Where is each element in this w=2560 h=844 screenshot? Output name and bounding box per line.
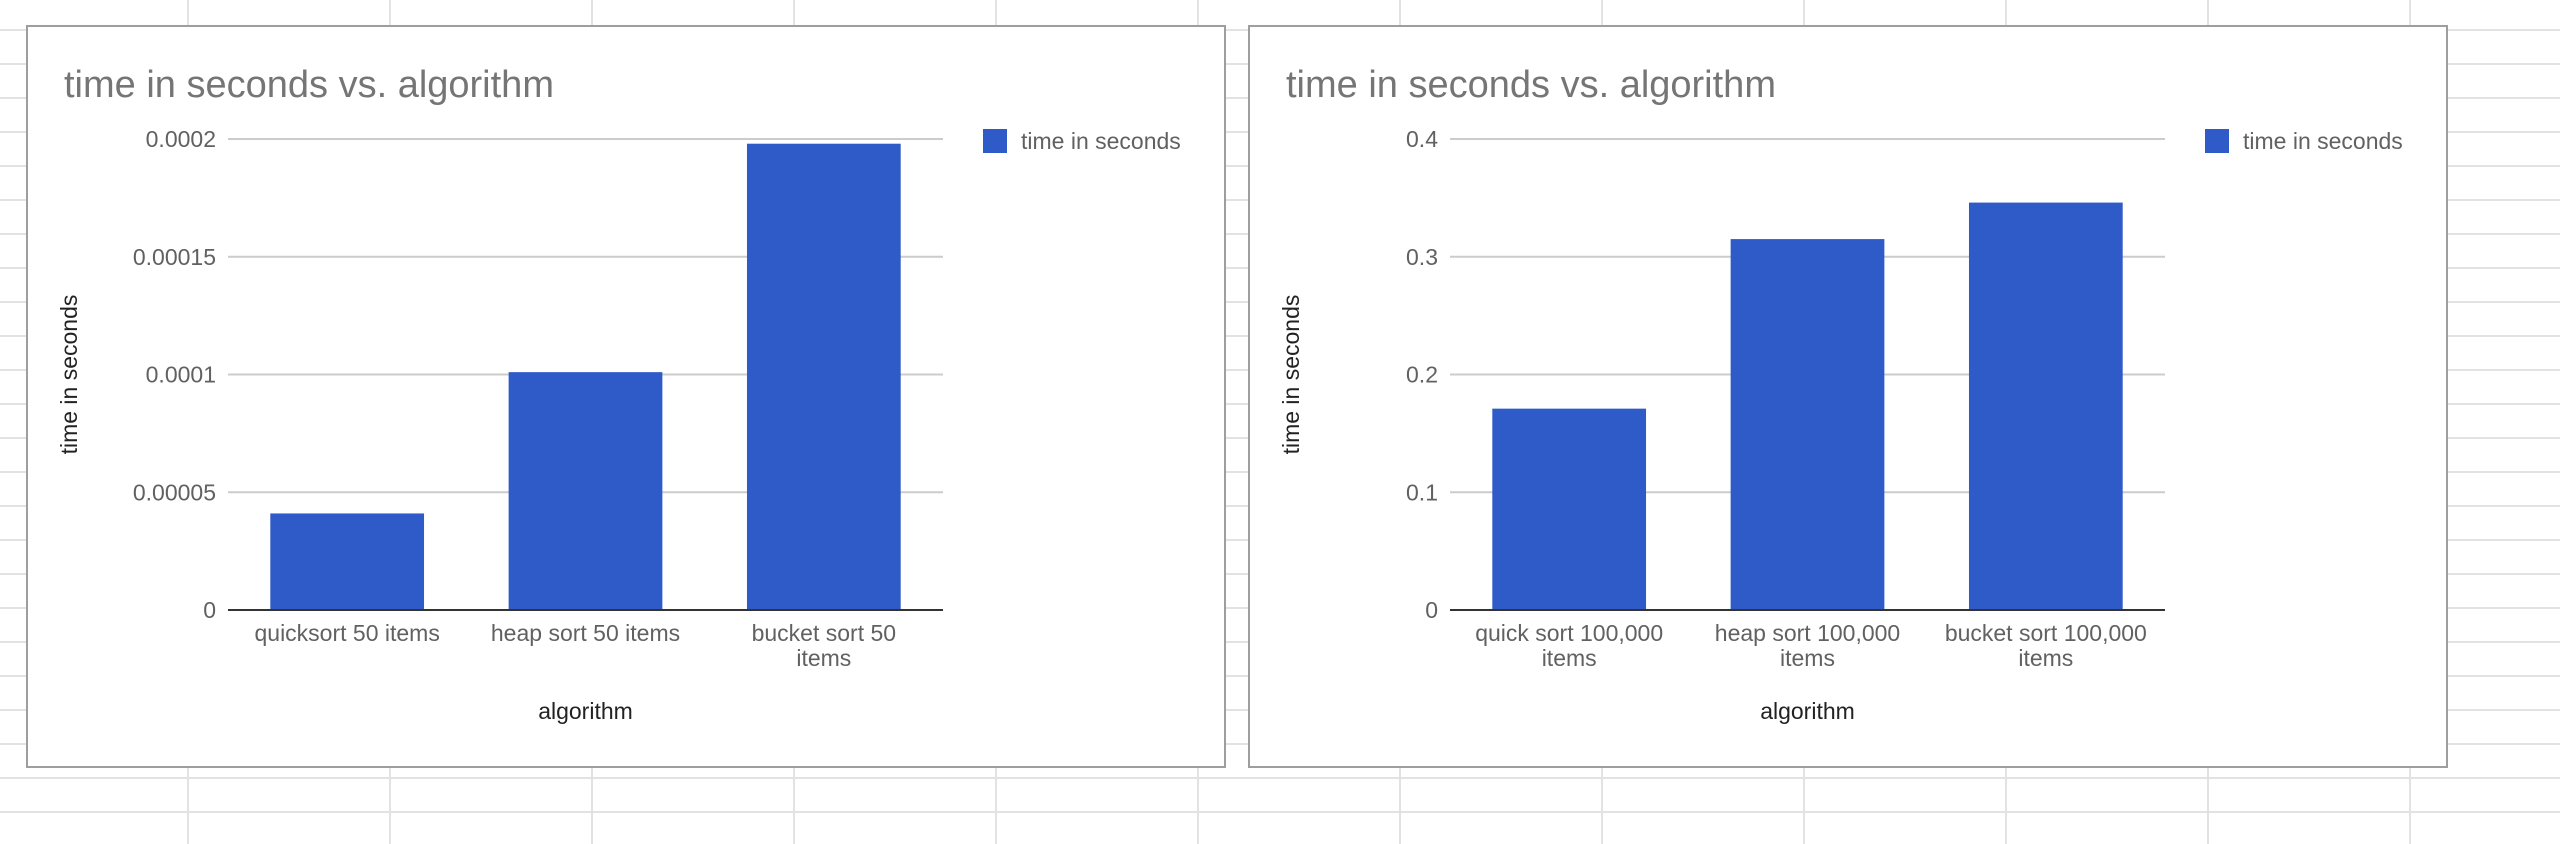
category-label: quick sort 100,000 items: [1475, 620, 1663, 671]
y-axis-title: time in seconds: [56, 295, 82, 455]
y-tick-label: 0.2: [1406, 362, 1438, 388]
y-tick-label: 0.0001: [146, 362, 216, 388]
category-label: bucket sort 50 items: [752, 620, 896, 671]
bars: [270, 143, 901, 610]
chart-title: time in seconds vs. algorithm: [64, 64, 554, 106]
bar: [1492, 408, 1647, 610]
bar-chart-100000-items: time in seconds vs. algorithm 0 0.1 0.2 0.3…: [1278, 64, 2403, 724]
legend: time in seconds: [2205, 128, 2403, 154]
legend-swatch: [983, 129, 1007, 153]
chart-card-100000-items[interactable]: time in seconds vs. algorithm 0 0.1 0.2 0.3…: [1248, 25, 2448, 768]
y-tick-labels: 0 0.00005 0.0001 0.00015 0.0002: [133, 126, 216, 623]
bars: [1492, 202, 2123, 610]
bar: [746, 143, 901, 610]
y-tick-label: 0.4: [1406, 126, 1438, 152]
bar: [1730, 239, 1885, 610]
category-label: heap sort 50 items: [491, 620, 680, 646]
category-labels: quicksort 50 items heap sort 50 items buck…: [254, 620, 896, 671]
bar: [270, 513, 425, 610]
y-tick-label: 0.0002: [146, 126, 216, 152]
y-tick-label: 0.1: [1406, 479, 1438, 505]
legend: time in seconds: [983, 128, 1181, 154]
category-labels: quick sort 100,000 items heap sort 100,000…: [1475, 620, 2147, 671]
bar: [508, 372, 663, 610]
chart-card-50-items[interactable]: time in seconds vs. algorithm 0 0.00005 0.…: [26, 25, 1226, 768]
y-tick-label: 0: [203, 597, 216, 623]
bar: [1968, 202, 2123, 610]
x-axis-title: algorithm: [538, 698, 633, 724]
legend-label: time in seconds: [2243, 128, 2403, 154]
category-label: heap sort 100,000 items: [1715, 620, 1900, 671]
y-tick-label: 0: [1425, 597, 1438, 623]
category-label: quicksort 50 items: [254, 620, 439, 646]
y-tick-label: 0.00005: [133, 479, 216, 505]
x-axis-title: algorithm: [1760, 698, 1855, 724]
chart-title: time in seconds vs. algorithm: [1286, 64, 1776, 106]
y-axis-title: time in seconds: [1278, 295, 1304, 455]
y-tick-labels: 0 0.1 0.2 0.3 0.4: [1406, 126, 1438, 623]
category-label: bucket sort 100,000 items: [1945, 620, 2147, 671]
y-tick-label: 0.3: [1406, 244, 1438, 270]
legend-swatch: [2205, 129, 2229, 153]
bar-chart-50-items: time in seconds vs. algorithm 0 0.00005 0.…: [56, 64, 1181, 724]
y-tick-label: 0.00015: [133, 244, 216, 270]
legend-label: time in seconds: [1021, 128, 1181, 154]
